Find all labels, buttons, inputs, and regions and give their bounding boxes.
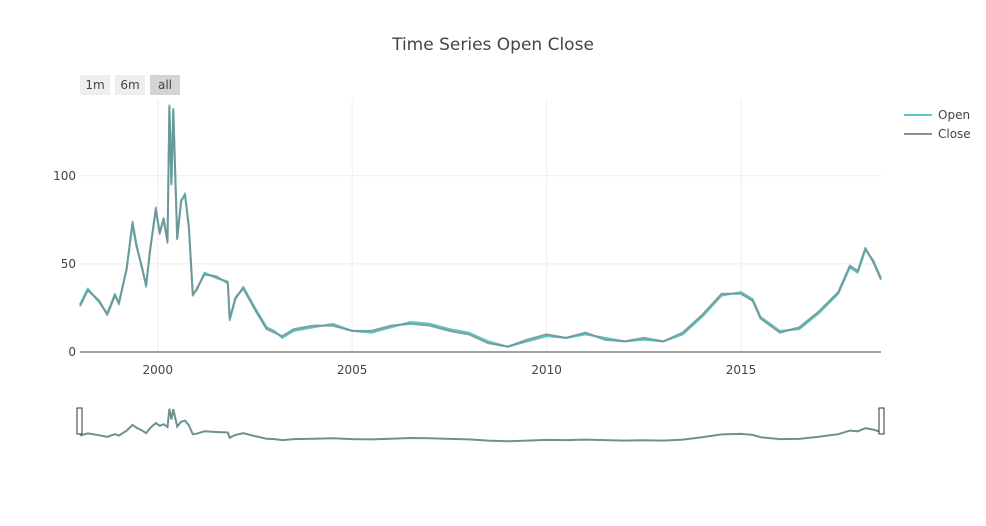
x-tick-label: 2010 [531, 363, 562, 377]
range-button-6m[interactable]: 6m [115, 75, 145, 95]
range-button-all[interactable]: all [150, 75, 180, 95]
series-line-close [79, 106, 882, 348]
range-slider-handle-right[interactable] [878, 407, 885, 435]
x-tick-label: 2000 [142, 363, 173, 377]
range-button-label: all [158, 78, 172, 92]
range-button-label: 6m [120, 78, 139, 92]
range-button-label: 1m [85, 78, 104, 92]
legend: Open Close [904, 108, 971, 141]
range-slider-bg [80, 405, 881, 445]
y-tick-label: 100 [53, 169, 76, 183]
series-line-open [79, 104, 882, 348]
chart-title: Time Series Open Close [391, 35, 594, 55]
range-button-bg [115, 75, 145, 95]
legend-item-close[interactable]: Close [904, 127, 971, 141]
range-slider[interactable] [76, 405, 885, 445]
legend-item-open[interactable]: Open [904, 108, 970, 122]
range-selector: 1m 6m all [80, 75, 180, 95]
legend-label: Open [938, 108, 970, 122]
x-tick-label: 2005 [337, 363, 368, 377]
gridlines [80, 100, 881, 352]
y-tick-label: 50 [61, 257, 76, 271]
range-button-bg [150, 75, 180, 95]
range-slider-line [79, 408, 882, 443]
legend-label: Close [938, 127, 971, 141]
range-button-1m[interactable]: 1m [80, 75, 110, 95]
series-lines [79, 104, 882, 348]
range-slider-handle-left[interactable] [76, 407, 83, 435]
y-tick-label: 0 [68, 345, 76, 359]
range-button-bg [80, 75, 110, 95]
y-axis-ticks: 0 50 100 [53, 169, 76, 359]
x-axis-ticks: 2000 2005 2010 2015 [142, 363, 756, 377]
x-tick-label: 2015 [726, 363, 757, 377]
